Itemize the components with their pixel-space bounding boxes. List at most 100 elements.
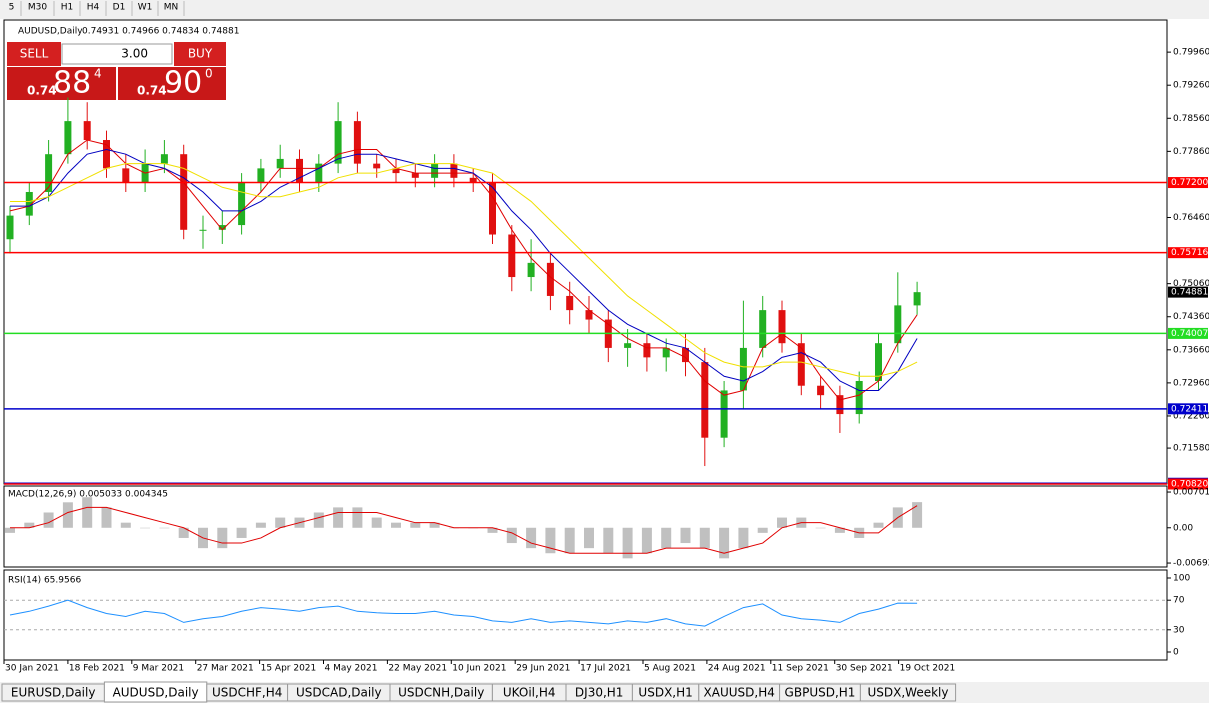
candle-body (45, 154, 53, 192)
trade-panel: SELL 3.00 BUY 0.74 88 4 0.74 90 0 (7, 42, 226, 101)
bid-small: 4 (94, 67, 102, 81)
timeframe-button[interactable]: D1 (113, 3, 126, 13)
candle-body (450, 163, 458, 178)
candle-body (797, 343, 805, 386)
candle-body (315, 163, 323, 183)
x-tick-label: 30 Sep 2021 (836, 664, 893, 674)
volume[interactable]: 3.00 (121, 47, 148, 61)
candle-body (701, 362, 709, 438)
macd-bar (622, 527, 633, 559)
macd-bar (333, 507, 344, 528)
candle-body (739, 347, 747, 391)
candle-body (122, 168, 130, 183)
sell-label[interactable]: SELL (20, 47, 49, 61)
y-tick-label: 0.78560 (1173, 114, 1209, 124)
macd-bar (371, 517, 382, 528)
ask-small: 0 (205, 67, 213, 81)
tab-label[interactable]: USDX,H1 (638, 686, 692, 700)
macd-bar (82, 497, 93, 528)
candle-body (25, 191, 33, 216)
macd-bar (641, 527, 652, 554)
macd-bar (178, 527, 189, 538)
y-tick-label: 0.77860 (1173, 147, 1209, 157)
tab-label[interactable]: AUDUSD,Daily (113, 686, 199, 700)
macd-bar (738, 527, 749, 549)
sell-button[interactable] (7, 42, 61, 66)
rsi-title: RSI(14) 65.9566 (8, 576, 81, 586)
x-tick-label: 5 Aug 2021 (644, 664, 696, 674)
tab-label[interactable]: DJ30,H1 (575, 686, 624, 700)
tab[interactable] (859, 683, 957, 702)
y-tick-label: 100 (1173, 574, 1190, 584)
level-label: 0.72411 (1171, 404, 1208, 414)
moving-average (10, 148, 918, 391)
timeframe-button[interactable]: MN (164, 3, 179, 13)
ask-big: 90 (164, 66, 202, 101)
candle-body (373, 163, 381, 169)
y-tick-label: 0.79960 (1173, 48, 1209, 58)
tab-label[interactable]: USDCNH,Daily (398, 686, 484, 700)
candle-body (296, 158, 303, 183)
candle-body (682, 347, 689, 363)
macd-bar (603, 527, 614, 554)
macd-bar (236, 527, 247, 538)
candle-body (643, 343, 651, 358)
x-tick-label: 17 Jul 2021 (580, 664, 631, 674)
x-tick-label: 24 Aug 2021 (708, 664, 766, 674)
ask-prefix: 0.74 (137, 84, 167, 98)
tab-label[interactable]: UKOil,H4 (503, 686, 556, 700)
timeframe-button[interactable]: H4 (87, 3, 100, 13)
macd-bar (526, 527, 537, 549)
y-tick-label: 0.76460 (1173, 213, 1209, 223)
candle-body (469, 177, 477, 183)
tab-label[interactable]: USDX,Weekly (868, 686, 949, 700)
macd-bar (815, 527, 826, 529)
macd-bar (757, 527, 768, 533)
x-tick-label: 11 Sep 2021 (772, 664, 829, 674)
macd-bar (506, 527, 517, 544)
candle-body (508, 234, 516, 278)
tab-label[interactable]: USDCAD,Daily (296, 686, 382, 700)
macd-bar (873, 522, 884, 528)
candle-body (855, 380, 863, 415)
x-tick-label: 9 Mar 2021 (133, 664, 184, 674)
candle-body (431, 163, 439, 178)
volume-box[interactable] (61, 43, 173, 65)
candle-body (160, 154, 168, 164)
macd-bar (680, 527, 691, 544)
macd-bar (429, 522, 440, 528)
level-label-bg (1168, 177, 1208, 189)
timeframe-button[interactable]: H1 (61, 3, 74, 13)
bid-box[interactable] (7, 67, 116, 100)
timeframe-button[interactable]: W1 (138, 3, 153, 13)
macd-signal (10, 505, 918, 554)
candle-body (6, 215, 14, 240)
buy-button[interactable] (174, 42, 226, 66)
x-tick-label: 29 Jun 2021 (516, 664, 570, 674)
timeframe-button[interactable]: M30 (28, 3, 47, 13)
candle-body (353, 121, 361, 164)
buy-label[interactable]: BUY (188, 47, 213, 61)
y-tick-label: 0.007015 (1173, 488, 1209, 498)
candle-body (836, 395, 844, 415)
ohlc-header: 0.74931 0.74966 0.74834 0.74881 (82, 27, 239, 37)
y-tick-label: 0.73660 (1173, 345, 1209, 355)
tab-label[interactable]: XAUUSD,H4 (704, 686, 775, 700)
macd-bar (584, 527, 594, 549)
y-tick-label: 0.71580 (1173, 444, 1209, 454)
candle-body (913, 292, 921, 306)
current-price-bg (1168, 286, 1208, 298)
tab-label[interactable]: USDCHF,H4 (212, 686, 282, 700)
ask-box[interactable] (118, 67, 226, 100)
macd-bar (62, 502, 73, 528)
tab-label[interactable]: GBPUSD,H1 (785, 686, 856, 700)
timeframe-button[interactable]: 5 (9, 3, 15, 13)
candle-body (489, 182, 496, 235)
level-label: 0.77200 (1171, 178, 1208, 188)
tab-label[interactable]: EURUSD,Daily (11, 686, 96, 700)
candle-body (238, 182, 246, 226)
candle-body (276, 158, 284, 169)
bid-prefix: 0.74 (27, 84, 57, 98)
macd-bar (5, 527, 15, 533)
macd-bar (545, 527, 556, 554)
